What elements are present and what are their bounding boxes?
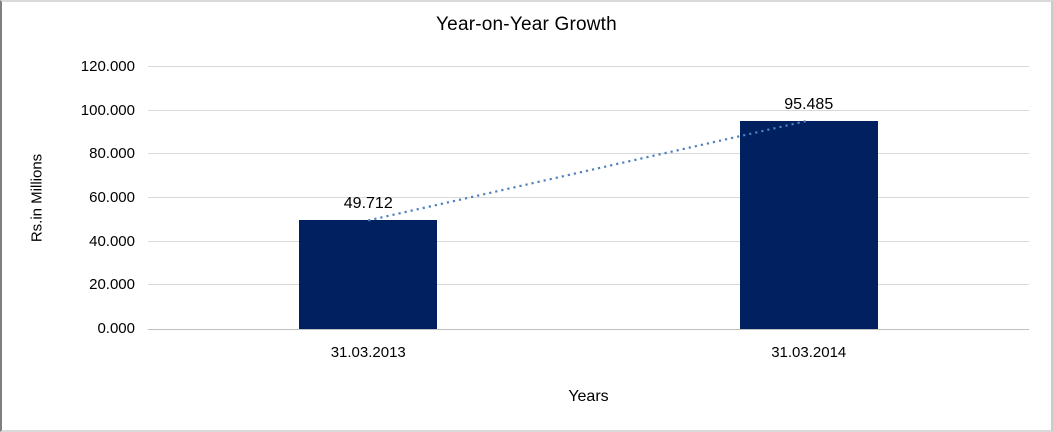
gridline [148, 66, 1029, 67]
bar-31.03.2013 [299, 220, 438, 329]
y-tick-label: 100.000 [80, 101, 135, 119]
x-axis-line [148, 329, 1029, 330]
bar-data-label: 49.712 [343, 195, 393, 213]
y-tick-label: 60.000 [89, 189, 135, 206]
x-axis-title: Years [568, 388, 609, 405]
x-tick-label: 31.03.2013 [330, 344, 406, 361]
y-tick-label: 20.000 [89, 276, 135, 294]
plot-area [148, 66, 1029, 330]
y-tick-label: 120.000 [80, 58, 135, 75]
chart-title: Year-on-Year Growth [436, 14, 617, 35]
trendline [368, 119, 809, 222]
bar-data-label: 95.485 [784, 95, 834, 113]
trendline-path [368, 119, 809, 222]
gridline [148, 109, 1029, 111]
x-tick-label: 31.03.2014 [771, 344, 847, 361]
gridline [148, 197, 1029, 198]
y-tick-label: 0.000 [97, 320, 135, 337]
gridline [148, 240, 1029, 242]
bar-31.03.2014 [739, 120, 878, 329]
gridline [148, 153, 1029, 155]
y-tick-label: 80.000 [89, 145, 135, 163]
gridline [148, 284, 1029, 286]
y-tick-label: 40.000 [89, 232, 135, 250]
